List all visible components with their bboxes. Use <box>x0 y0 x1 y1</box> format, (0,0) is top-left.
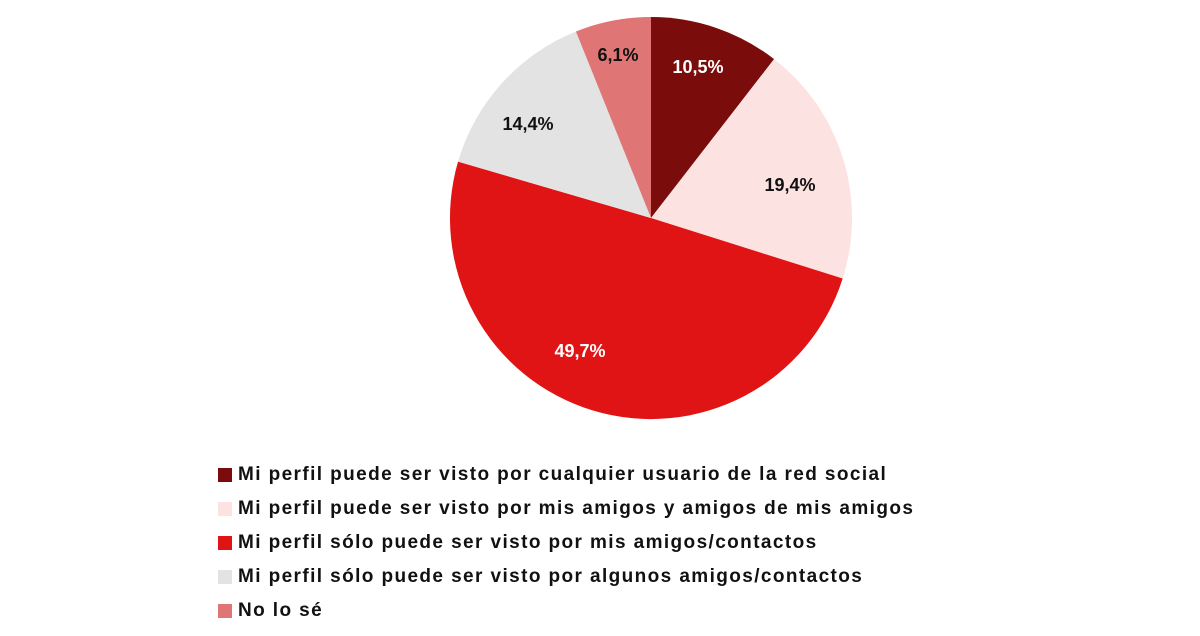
pie-slice-5 <box>575 17 651 218</box>
legend-swatch <box>218 604 232 618</box>
legend-item-2: Mi perfil puede ser visto por mis amigos… <box>218 492 914 526</box>
slice-value-label-2: 19,4% <box>764 175 815 195</box>
legend-swatch <box>218 570 232 584</box>
legend-swatch <box>218 536 232 550</box>
pie-slice-1 <box>651 17 775 218</box>
slice-value-label-5: 6,1% <box>597 45 638 65</box>
legend-swatch <box>218 502 232 516</box>
pie-slice-2 <box>651 59 852 279</box>
legend-label: Mi perfil puede ser visto por cualquier … <box>238 464 888 485</box>
pie-slice-3 <box>449 161 843 420</box>
legend-label: Mi perfil sólo puede ser visto por algun… <box>238 566 864 587</box>
legend: Mi perfil puede ser visto por cualquier … <box>218 458 914 628</box>
legend-label: No lo sé <box>238 600 324 621</box>
slice-value-label-1: 10,5% <box>672 57 723 77</box>
slice-value-label-4: 14,4% <box>502 114 553 134</box>
legend-swatch <box>218 468 232 482</box>
legend-item-4: Mi perfil sólo puede ser visto por algun… <box>218 560 914 594</box>
pie-slices <box>449 17 852 420</box>
legend-item-1: Mi perfil puede ser visto por cualquier … <box>218 458 914 492</box>
legend-item-3: Mi perfil sólo puede ser visto por mis a… <box>218 526 914 560</box>
legend-label: Mi perfil puede ser visto por mis amigos… <box>238 498 915 519</box>
legend-item-5: No lo sé <box>218 594 914 628</box>
pie-value-labels: 10,5% 19,4% 49,7% 14,4% 6,1% <box>502 45 815 361</box>
slice-value-label-3: 49,7% <box>554 341 605 361</box>
legend-label: Mi perfil sólo puede ser visto por mis a… <box>238 532 818 553</box>
pie-slice-4 <box>458 31 651 218</box>
